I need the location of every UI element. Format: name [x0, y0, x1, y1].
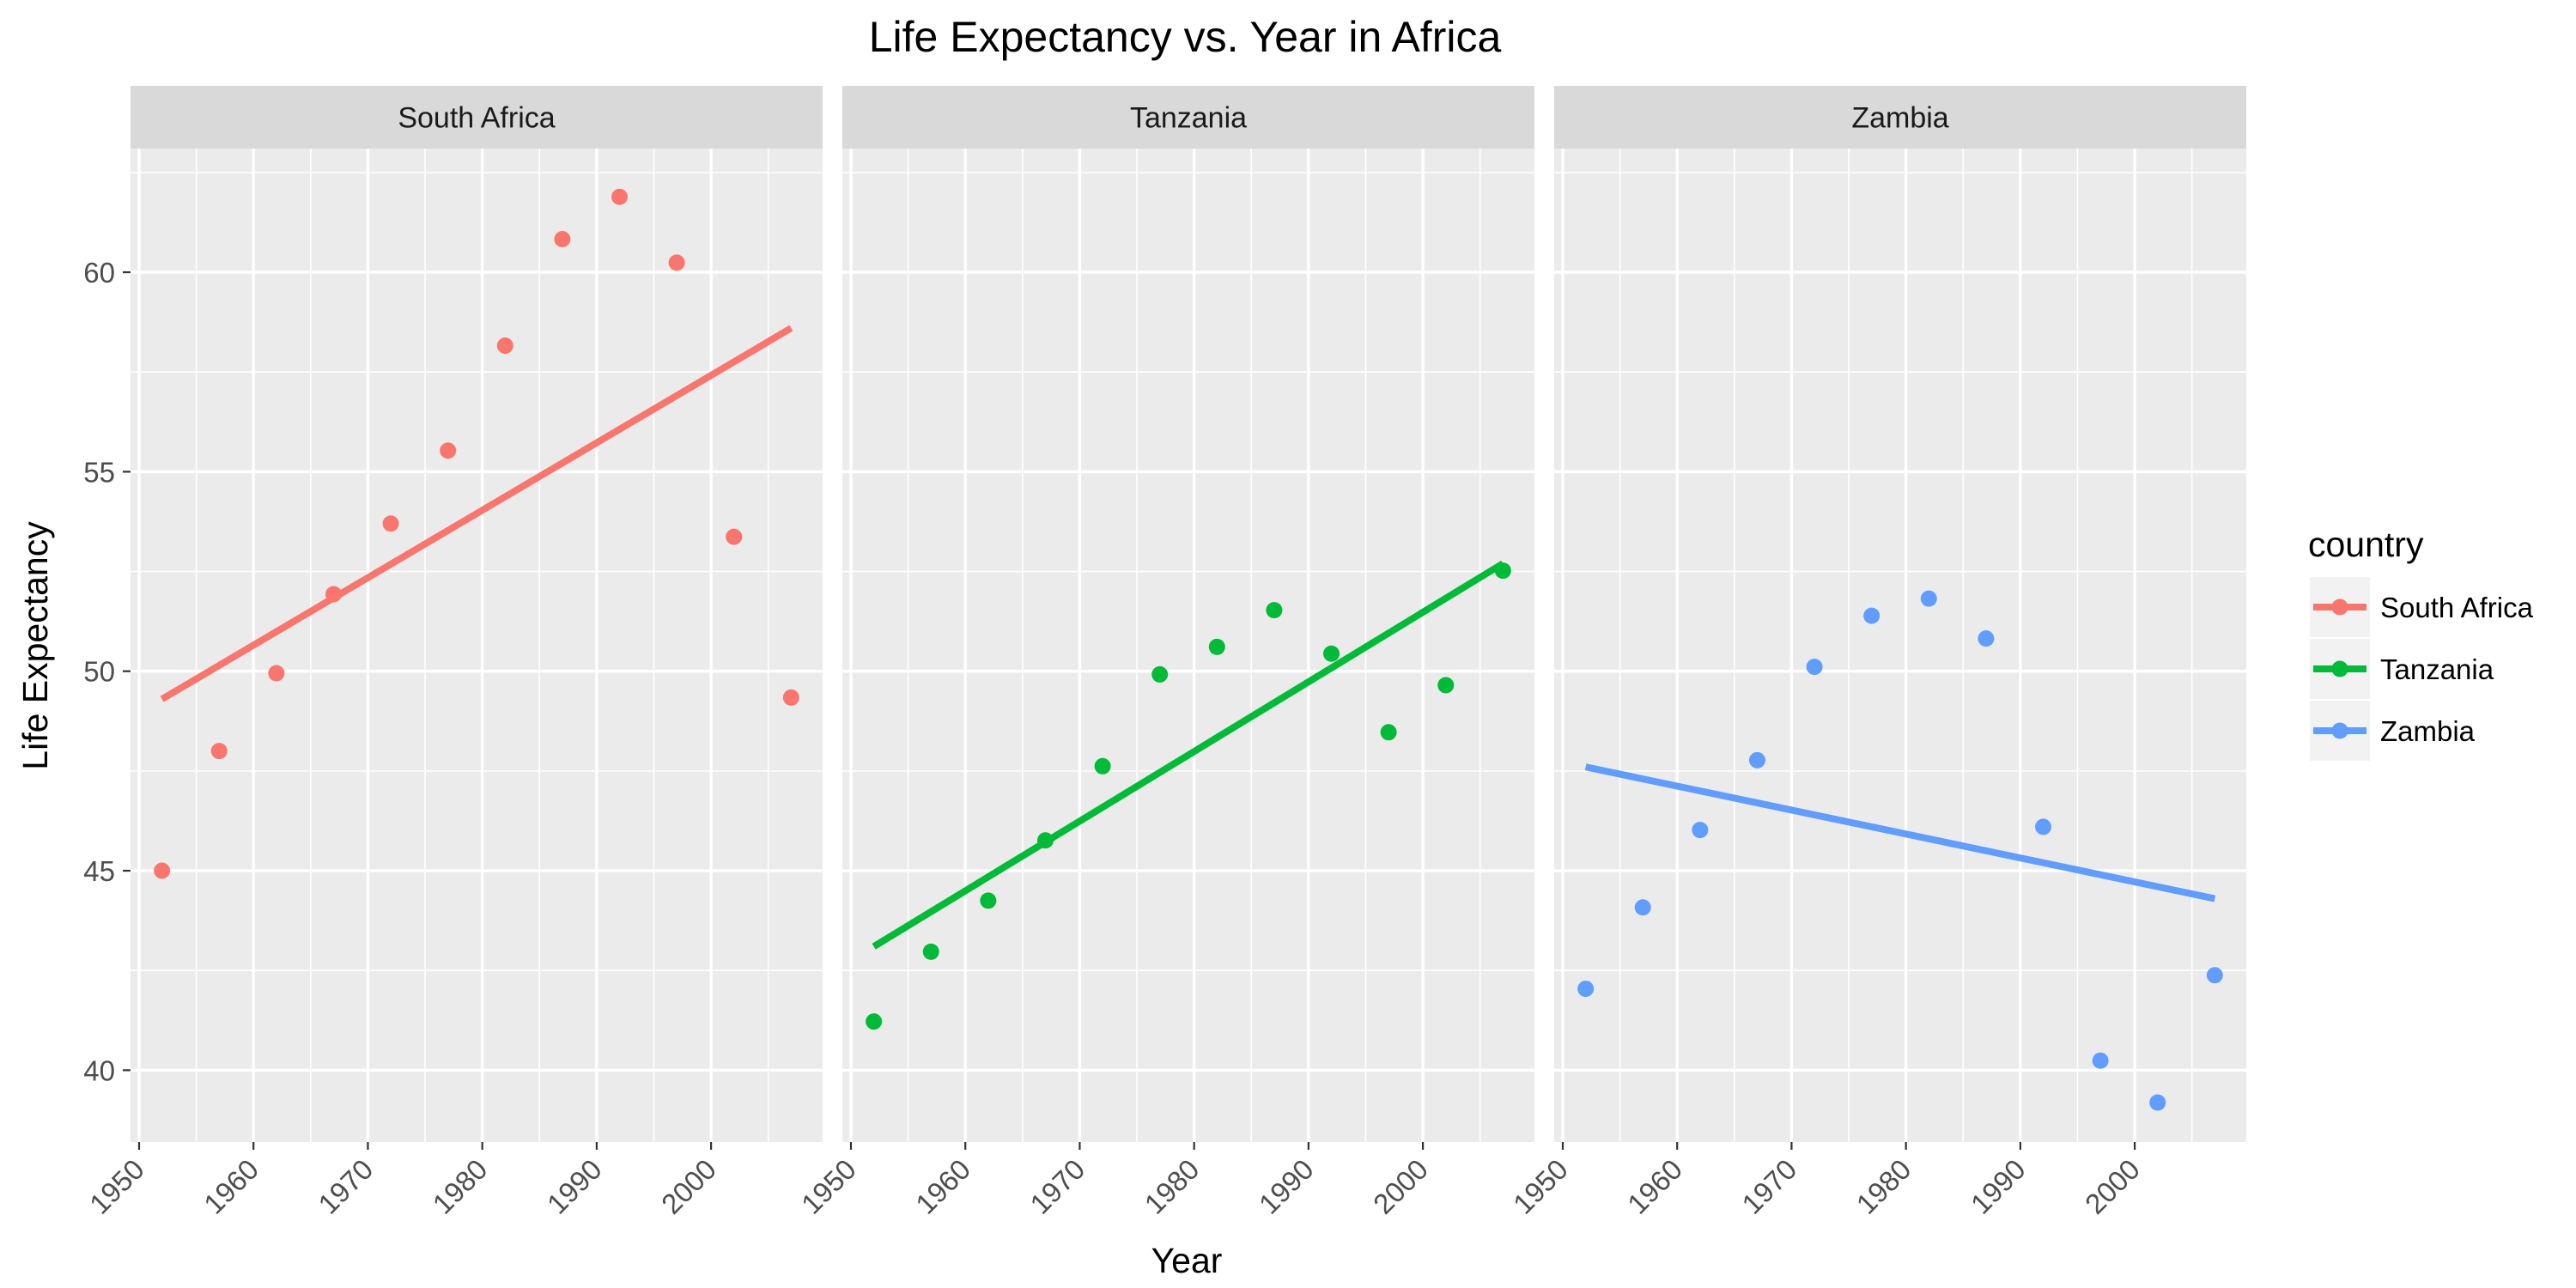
facet-strip-label: Zambia [1851, 102, 1948, 135]
x-tick-label: 2000 [1367, 1153, 1434, 1220]
y-axis-title: Life Expectancy [15, 521, 55, 770]
x-tick-label: 1970 [1024, 1153, 1091, 1220]
data-point [726, 528, 743, 545]
facet-strip [1554, 86, 2246, 149]
data-point [1094, 757, 1111, 775]
x-tick-label: 1980 [1850, 1153, 1917, 1220]
data-point [1151, 665, 1169, 683]
data-point [922, 943, 939, 960]
legend-label: Zambia [2380, 715, 2476, 747]
data-point [1036, 832, 1054, 849]
data-point [1806, 659, 1823, 676]
facet-strip [842, 86, 1534, 149]
data-point [611, 188, 629, 205]
data-point [1266, 602, 1283, 619]
y-tick-label: 55 [83, 456, 115, 488]
data-point [866, 1013, 883, 1030]
data-point [1380, 724, 1397, 741]
data-point [154, 862, 171, 879]
data-point [1208, 638, 1225, 655]
data-point [2035, 818, 2052, 835]
panel-background [842, 149, 1534, 1142]
legend-key-point [2331, 722, 2348, 739]
data-point [210, 743, 228, 760]
facet-strip-label: Tanzania [1130, 102, 1247, 135]
data-point [1494, 562, 1511, 580]
legend: country South Africa Tanzania Zambia [2308, 525, 2534, 761]
x-tick-label: 1980 [1139, 1153, 1206, 1220]
panel-zambia: Zambia 1950 1960 1970 1980 1990 2000 [1507, 86, 2246, 1220]
legend-title: country [2308, 525, 2424, 564]
legend-item: South Africa [2310, 577, 2534, 637]
legend-key-point [2331, 598, 2348, 616]
data-point [1692, 822, 1709, 839]
panel-background [131, 149, 823, 1142]
trend-line [1584, 763, 2216, 902]
x-tick-label: 1980 [427, 1153, 494, 1220]
x-tick-label: 2000 [655, 1153, 722, 1220]
data-point [1634, 899, 1651, 916]
data-point [1577, 981, 1595, 998]
x-tick-label: 1970 [1735, 1153, 1802, 1220]
legend-label: Tanzania [2380, 653, 2494, 685]
chart-title: Life Expectancy vs. Year in Africa [869, 13, 1502, 61]
data-point [980, 892, 997, 909]
data-point [1748, 751, 1765, 769]
data-point [2149, 1094, 2166, 1111]
y-tick-label: 50 [83, 656, 115, 688]
x-axis-title: Year [1151, 1241, 1223, 1280]
x-tick-label: 1960 [909, 1153, 976, 1220]
x-tick-label: 1950 [1507, 1153, 1574, 1220]
data-point [1437, 677, 1455, 694]
data-point [268, 665, 285, 682]
y-tick-label: 60 [83, 257, 115, 289]
legend-item: Zambia [2310, 701, 2476, 761]
data-point [440, 442, 457, 459]
data-point [782, 689, 799, 706]
panel-south-africa: South Africa 1950 1960 1970 1980 1990 2000 40 45… [83, 86, 823, 1220]
facet-panels: South Africa 1950 1960 1970 1980 1990 2000 40 45… [83, 86, 2246, 1220]
facet-strip-label: South Africa [398, 102, 555, 135]
data-point [1978, 630, 1995, 647]
x-tick-label: 1990 [541, 1153, 608, 1220]
legend-item: Tanzania [2310, 639, 2494, 699]
y-tick-label: 40 [83, 1054, 115, 1086]
x-tick-label: 1960 [197, 1153, 264, 1220]
legend-key-point [2331, 660, 2348, 677]
y-tick-label: 45 [83, 855, 115, 887]
data-point [1863, 607, 1880, 624]
x-tick-label: 1970 [312, 1153, 379, 1220]
x-tick-label: 1990 [1965, 1153, 2032, 1220]
facet-strip [131, 86, 823, 149]
data-point [496, 337, 513, 355]
data-point [2092, 1052, 2109, 1069]
x-tick-label: 1960 [1621, 1153, 1688, 1220]
x-tick-label: 1950 [83, 1153, 150, 1220]
data-point [668, 254, 685, 271]
data-point [325, 586, 342, 603]
trend-line [160, 325, 793, 702]
data-point [1920, 590, 1937, 607]
legend-label: South Africa [2380, 592, 2534, 623]
data-point [1323, 645, 1340, 662]
x-tick-label: 1990 [1253, 1153, 1320, 1220]
x-tick-label: 1950 [795, 1153, 862, 1220]
data-point [2206, 967, 2223, 984]
x-tick-label: 2000 [2079, 1153, 2146, 1220]
data-point [382, 515, 399, 532]
panel-tanzania: Tanzania 1950 1960 1970 1980 1990 2000 [795, 86, 1534, 1220]
data-point [554, 230, 571, 247]
trend-line [872, 560, 1505, 950]
panel-background [1554, 149, 2246, 1142]
